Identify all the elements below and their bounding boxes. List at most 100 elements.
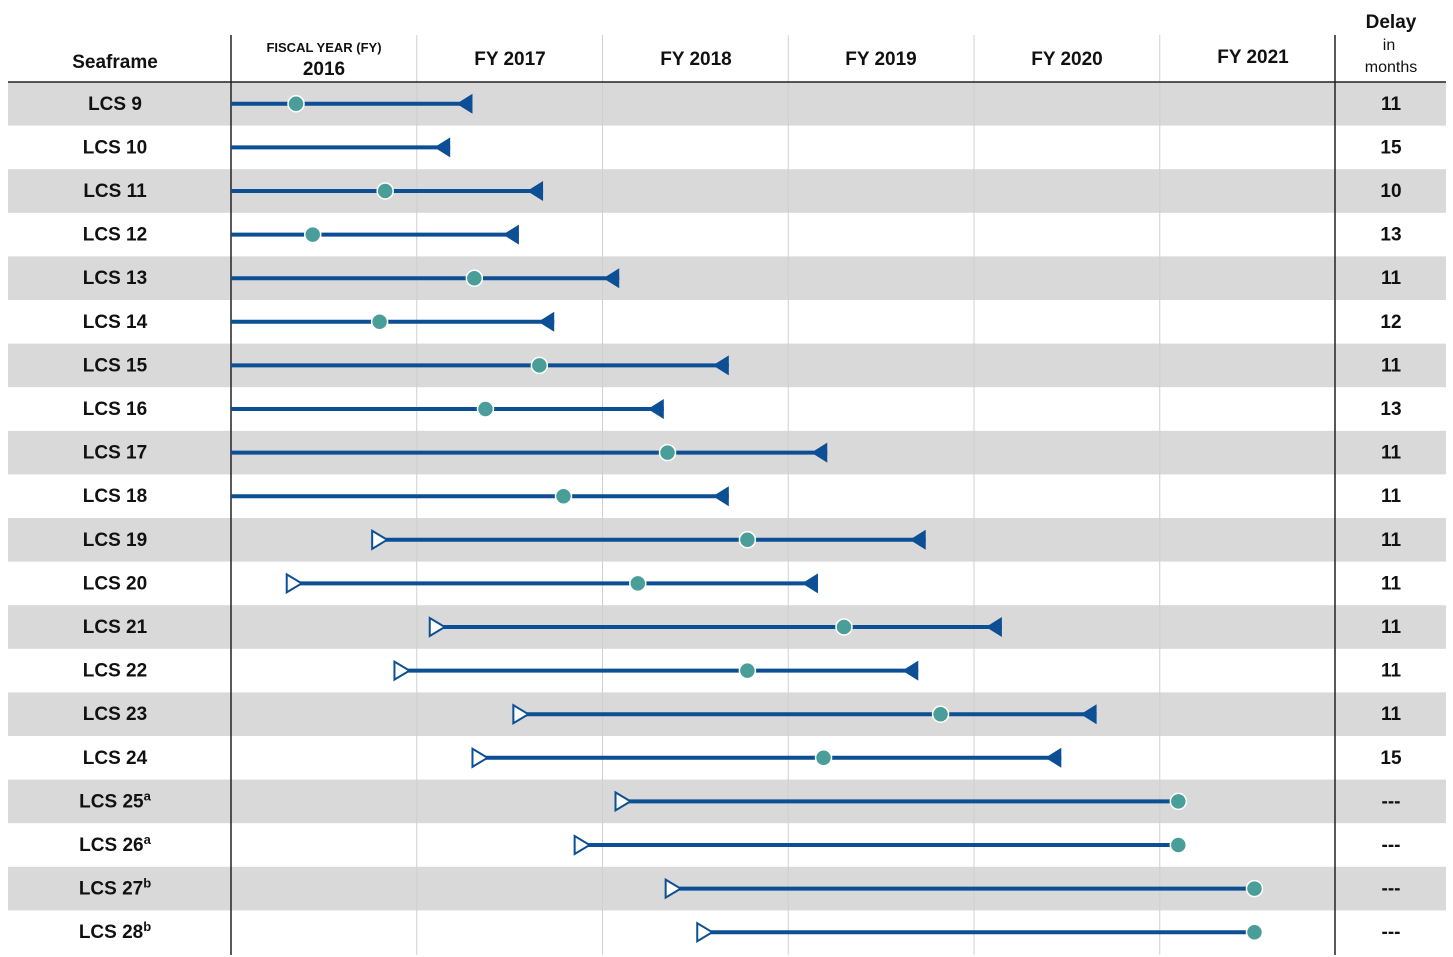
delay-value-17: --- — [1382, 791, 1401, 812]
seaframe-label-3: LCS 11 — [83, 181, 147, 202]
header-fy-2017: FY 2017 — [474, 49, 545, 70]
delay-value-13: 11 — [1381, 617, 1402, 638]
delay-value-19: --- — [1382, 879, 1401, 900]
milestone-circle-20 — [1245, 923, 1264, 941]
end-marker-7 — [712, 355, 729, 376]
header-fy-2021: FY 2021 — [1217, 47, 1289, 68]
milestone-circle-17 — [1169, 792, 1188, 811]
milestone-circle-8 — [476, 400, 495, 418]
seaframe-label-17: LCS 25a — [79, 788, 151, 812]
seaframe-label-14: LCS 22 — [83, 661, 147, 682]
header-fy-2016: 2016 — [303, 59, 345, 80]
delay-value-6: 12 — [1380, 312, 1401, 333]
delay-value-1: 11 — [1381, 94, 1402, 115]
delay-values: 11 15 10 13 11 12 11 13 11 11 11 11 11 11 11 15 --- --- --… — [1380, 94, 1402, 943]
start-marker-15 — [512, 703, 531, 725]
milestone-circle-11 — [738, 531, 757, 549]
start-marker-20 — [696, 921, 715, 943]
row-shade-5 — [8, 256, 1446, 300]
seaframe-label-13: LCS 21 — [83, 617, 148, 638]
header-delay-months: months — [1365, 59, 1417, 76]
delay-value-15: 11 — [1381, 704, 1402, 725]
start-marker-13 — [428, 616, 447, 638]
milestone-circle-12 — [629, 574, 647, 593]
seaframe-label-16: LCS 24 — [83, 748, 148, 769]
start-marker-16 — [471, 747, 490, 769]
delay-value-11: 11 — [1381, 530, 1402, 551]
header-fy-2020: FY 2020 — [1031, 49, 1102, 70]
header-fiscal-year-label: FISCAL YEAR (FY) — [266, 40, 381, 55]
seaframe-label-11: LCS 19 — [83, 530, 147, 551]
milestone-circle-19 — [1245, 879, 1264, 898]
milestone-circle-4 — [303, 225, 322, 244]
seaframe-label-8: LCS 16 — [83, 399, 147, 420]
delay-value-2: 15 — [1380, 137, 1402, 158]
start-marker-17 — [614, 790, 633, 813]
delay-value-5: 11 — [1381, 268, 1402, 289]
row-shade-1 — [8, 82, 1446, 126]
seaframe-label-18: LCS 26a — [79, 832, 151, 856]
delay-value-20: --- — [1382, 922, 1401, 943]
end-marker-1 — [456, 93, 473, 114]
end-marker-2 — [434, 137, 451, 158]
milestone-circle-16 — [814, 749, 833, 767]
delay-value-14: 11 — [1381, 661, 1402, 682]
end-marker-3 — [527, 181, 544, 201]
seaframe-label-19: LCS 27b — [79, 876, 151, 900]
delay-value-9: 11 — [1381, 443, 1402, 464]
start-marker-12 — [285, 572, 304, 595]
end-marker-14 — [902, 660, 919, 681]
header-delay: Delay — [1366, 12, 1417, 33]
milestone-circle-14 — [738, 661, 757, 680]
start-marker-18 — [573, 834, 592, 856]
milestone-circle-3 — [376, 182, 394, 200]
seaframe-label-5: LCS 13 — [83, 268, 147, 289]
delay-value-12: 11 — [1381, 573, 1402, 594]
start-marker-19 — [664, 877, 683, 900]
milestone-circle-13 — [835, 618, 853, 636]
milestone-circle-7 — [530, 356, 549, 375]
end-marker-12 — [801, 573, 818, 594]
seaframe-label-6: LCS 14 — [83, 312, 148, 333]
end-marker-9 — [811, 442, 828, 463]
end-marker-13 — [985, 617, 1002, 637]
delay-value-18: --- — [1382, 835, 1401, 856]
seaframe-label-2: LCS 10 — [83, 137, 147, 158]
row-shade-3 — [8, 169, 1446, 213]
end-marker-8 — [647, 399, 664, 419]
milestone-circle-18 — [1169, 836, 1188, 854]
milestone-circle-9 — [658, 443, 677, 462]
header-delay-in: in — [1383, 37, 1395, 54]
seaframe-label-7: LCS 15 — [83, 355, 148, 376]
end-marker-11 — [909, 529, 926, 550]
end-marker-4 — [502, 224, 519, 245]
end-marker-10 — [712, 486, 729, 507]
end-marker-5 — [603, 268, 620, 289]
milestone-circle-1 — [287, 95, 305, 113]
seaframe-label-9: LCS 17 — [83, 443, 147, 464]
delay-value-3: 10 — [1380, 181, 1401, 202]
header-fy-2018: FY 2018 — [660, 49, 731, 70]
seaframe-label-1: LCS 9 — [88, 94, 142, 115]
delay-value-16: 15 — [1380, 748, 1402, 769]
milestone-circle-10 — [554, 487, 573, 505]
header-fy-2019: FY 2019 — [845, 49, 916, 70]
header-seaframe: Seaframe — [72, 52, 158, 73]
delay-value-8: 13 — [1380, 399, 1401, 420]
milestone-circle-5 — [465, 269, 484, 287]
end-marker-16 — [1045, 747, 1062, 768]
milestone-circle-6 — [370, 313, 389, 331]
row-labels: LCS 9 LCS 10 LCS 11 LCS 12 LCS 13 LCS 14 LCS 1… — [79, 94, 152, 943]
seaframe-label-20: LCS 28b — [79, 919, 151, 943]
end-marker-6 — [538, 311, 555, 332]
start-marker-11 — [371, 529, 390, 551]
seaframe-label-10: LCS 18 — [83, 486, 147, 507]
row-bars — [231, 93, 1264, 943]
seaframe-label-12: LCS 20 — [83, 573, 147, 594]
delay-value-4: 13 — [1380, 225, 1401, 246]
seaframe-label-4: LCS 12 — [83, 225, 147, 246]
start-marker-14 — [393, 659, 412, 682]
end-marker-15 — [1080, 704, 1097, 725]
